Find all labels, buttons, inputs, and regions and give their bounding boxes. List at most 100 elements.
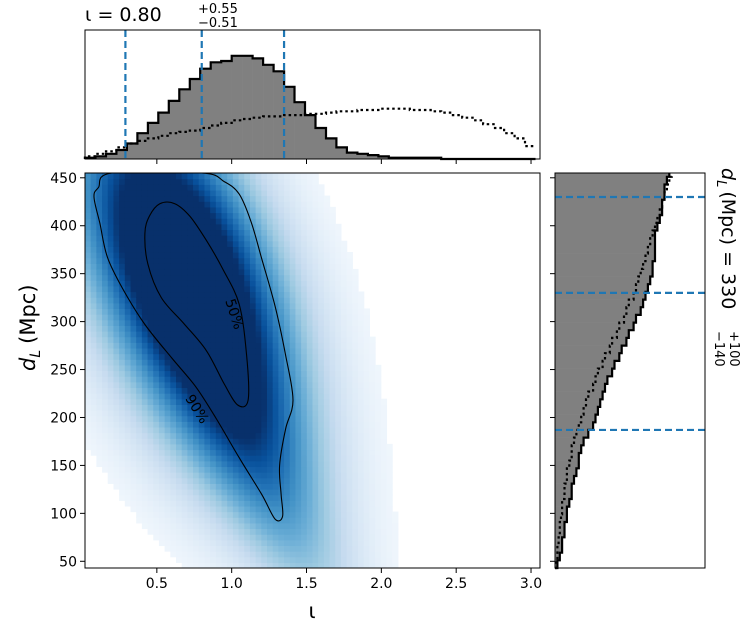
heat-cell [335,263,342,270]
heat-cell [323,246,331,253]
heat-cell [96,410,103,417]
heat-cell [187,206,194,214]
heat-cell [164,246,171,253]
heat-cell [323,438,331,445]
heat-cell [306,325,314,332]
heat-cell [318,336,325,343]
heat-cell [187,539,194,547]
heat-cell [141,370,149,377]
heat-cell [170,511,177,518]
heat-cell [289,415,297,422]
heat-cell [176,297,183,304]
heat-cell [318,556,325,563]
heat-cell [215,206,223,214]
heat-cell [255,511,262,518]
heat-cell [363,404,370,411]
heat-cell [261,218,268,225]
heat-cell [227,381,234,389]
heat-cell [306,539,314,547]
posterior-bar [555,284,648,293]
heat-cell [278,528,285,535]
heat-cell [136,331,143,338]
heat-cell [164,173,171,180]
heat-cell [249,353,257,360]
heat-cell [352,477,359,484]
heat-cell [272,263,279,270]
heat-cell [363,545,370,552]
heat-cell [141,387,149,394]
heat-cell [232,534,240,541]
heat-cell [380,398,388,405]
heat-cell [176,206,183,214]
heat-cell [289,387,297,394]
heat-cell [255,319,262,326]
heat-cell [295,223,302,231]
heat-cell [284,438,291,445]
heat-cell [176,370,183,377]
heat-cell [352,500,359,507]
heat-cell [210,252,217,259]
heat-cell [176,280,183,287]
dl-title-upper-error: +100 [726,331,741,367]
heat-cell [96,381,103,389]
heat-cell [147,302,154,310]
heat-cell [221,483,228,490]
heat-cell [352,534,359,541]
posterior-bar [555,544,563,553]
heat-cell [113,325,120,332]
heat-cell [153,364,160,372]
heat-cell [153,398,160,405]
heat-cell [204,336,211,343]
heat-cell [278,455,285,462]
heat-cell [380,483,388,490]
heat-cell [272,410,279,417]
heat-cell [312,432,319,439]
heat-cell [255,545,262,552]
posterior-bar [147,122,159,159]
heat-cell [352,551,359,558]
heat-cell [170,505,177,513]
heat-cell [329,297,336,304]
heat-cell [198,268,206,276]
heat-cell [96,387,103,394]
heat-cell [187,223,194,231]
heat-cell [90,353,97,360]
heat-cell [181,342,188,349]
heat-cell [170,342,177,349]
heat-cell [244,438,251,445]
top-panel-frame [84,29,541,160]
heat-cell [221,302,228,310]
heat-cell [158,438,166,445]
heat-cell [272,477,279,484]
heat-cell [255,387,262,394]
heat-cell [323,534,331,541]
heat-cell [96,398,103,405]
heat-cell [278,252,285,259]
heat-cell [181,325,188,332]
heat-cell [119,421,126,428]
posterior-bar [555,322,634,331]
heat-cell [187,268,194,276]
heat-cell [306,297,314,304]
heat-cell [210,387,217,394]
heat-cell [193,308,200,315]
heat-cell [358,410,365,417]
heat-cell [215,189,223,197]
heat-cell [187,522,194,530]
heat-cell [238,562,245,568]
heat-cell [306,218,314,225]
heat-cell [323,325,331,332]
y-tick-label: 400 [50,219,77,235]
heat-cell [227,184,234,191]
heat-cell [153,189,160,197]
heat-cell [124,404,132,411]
heat-cell [284,398,291,405]
heat-cell [227,297,234,304]
heat-cell [119,206,126,214]
heat-cell [272,201,279,208]
heat-cell [227,387,234,394]
heat-cell [210,534,217,541]
heat-cell [193,376,200,383]
posterior-bar [555,506,567,515]
heat-cell [249,404,257,411]
